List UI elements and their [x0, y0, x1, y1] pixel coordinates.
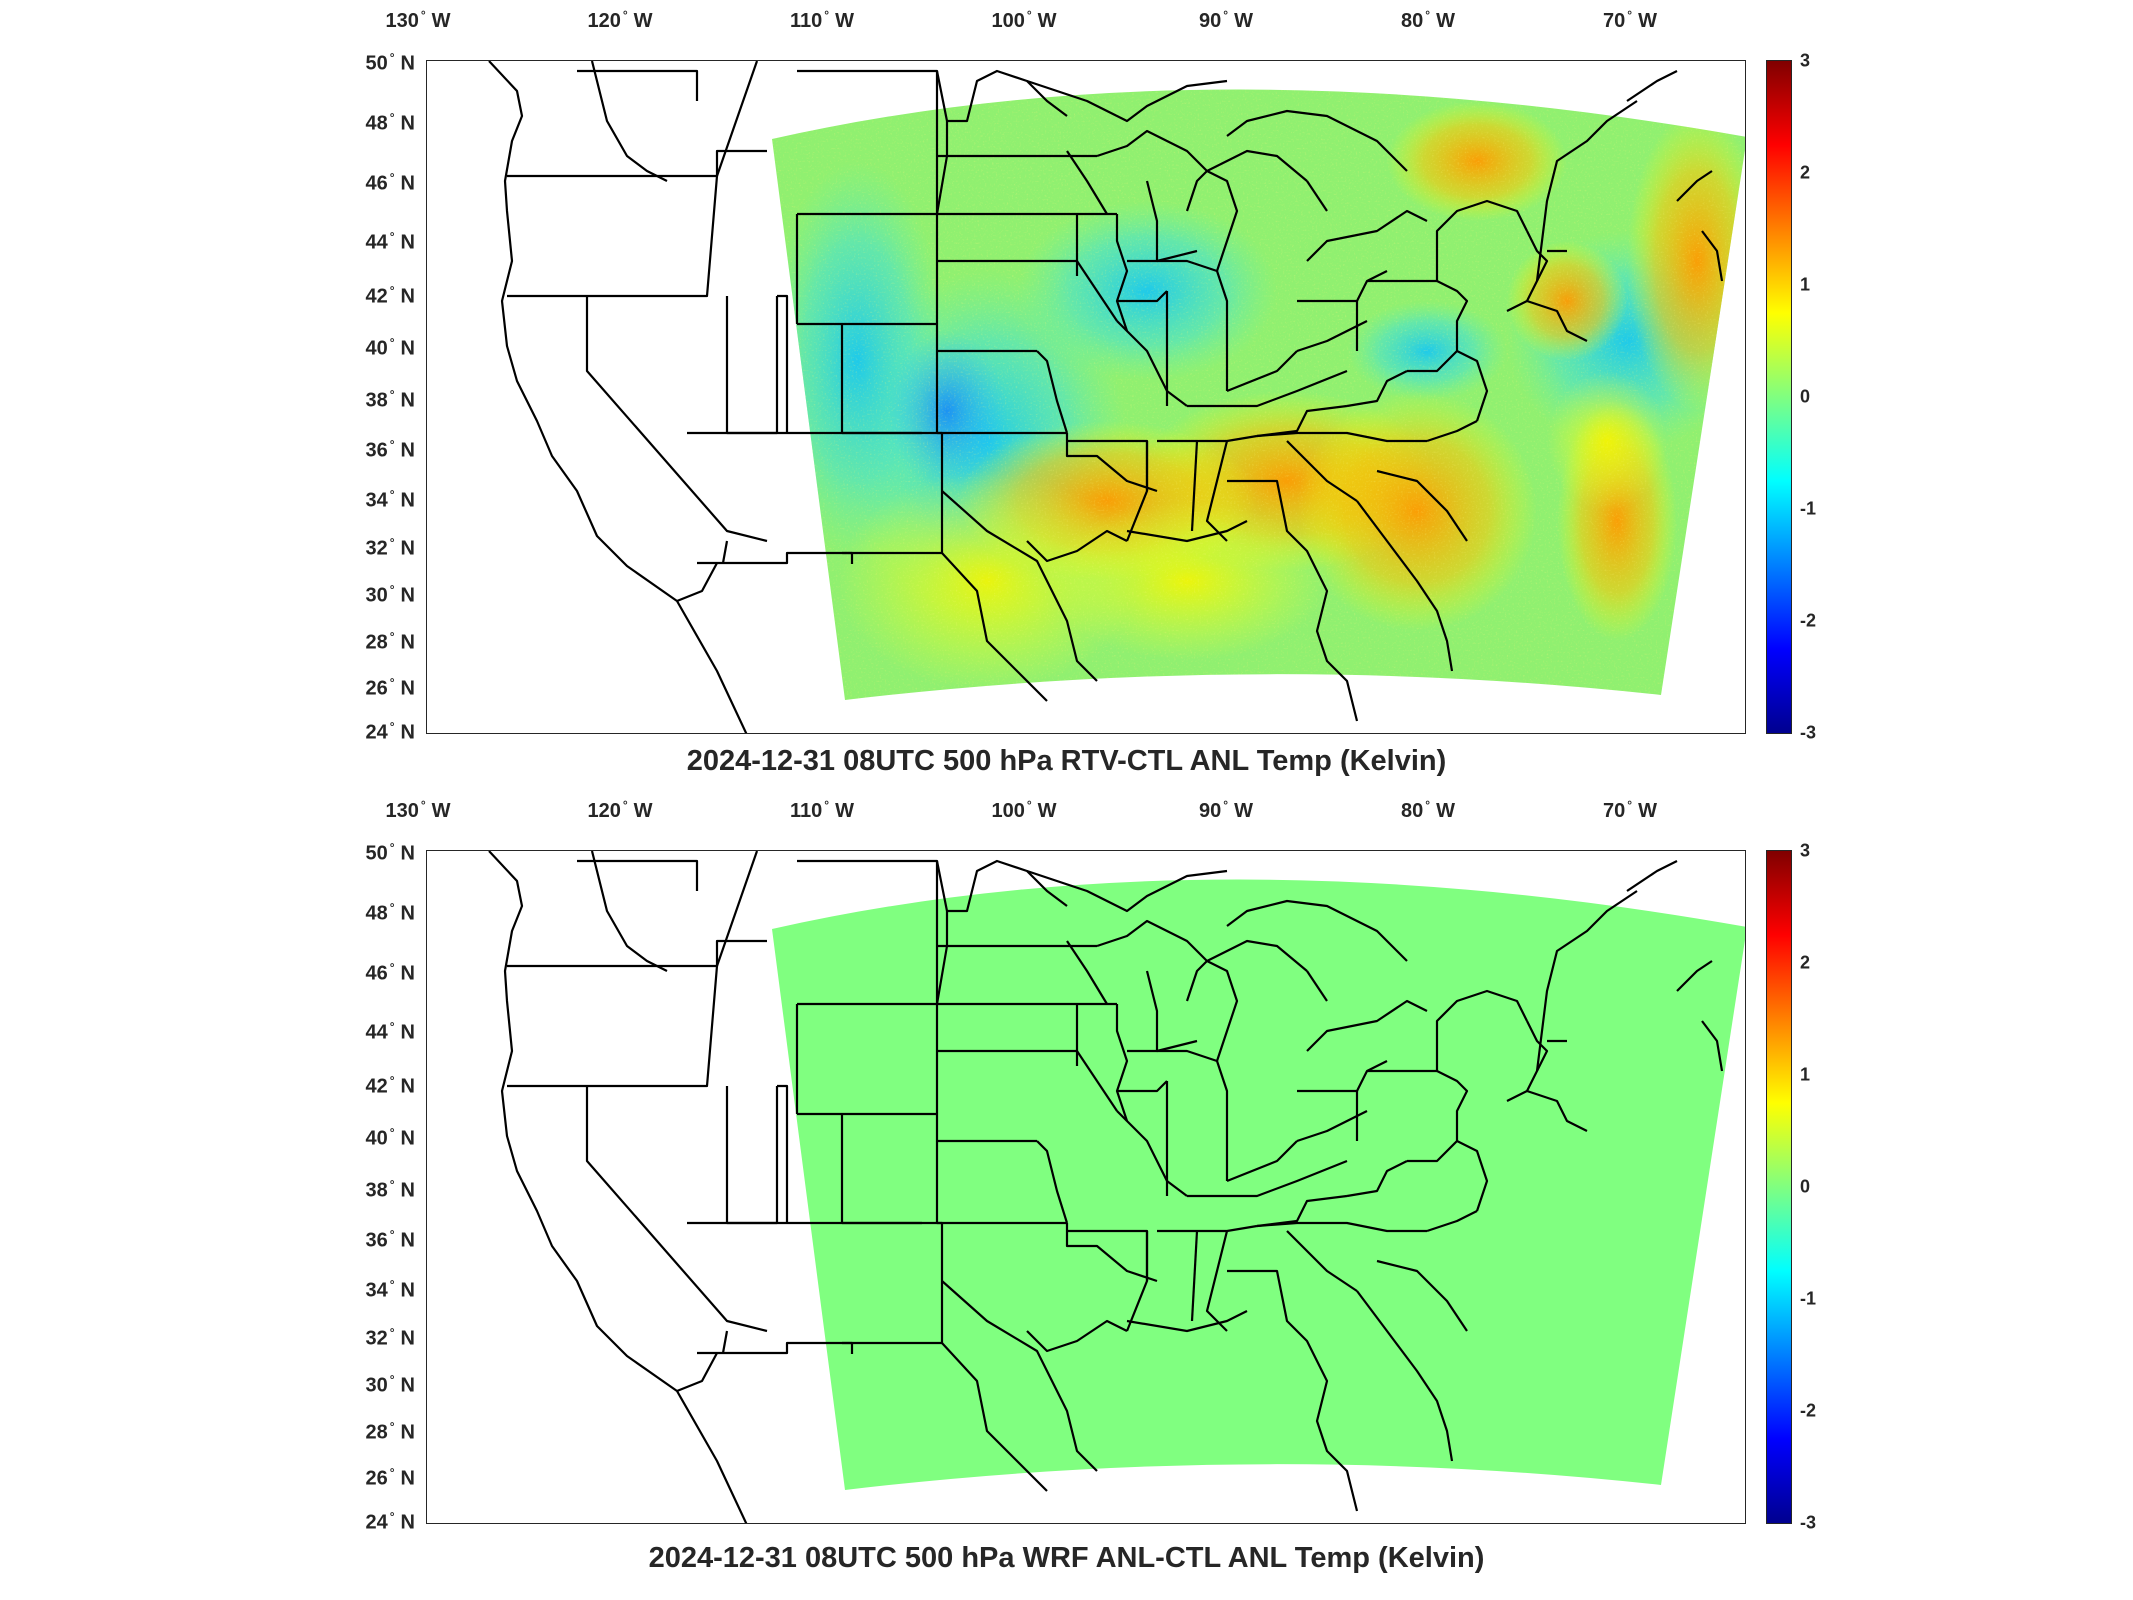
colorbar-tick: -3 — [1800, 1512, 1817, 1533]
lon-tick: 100 ° W — [991, 8, 1057, 32]
lon-tick: 100 ° W — [991, 798, 1057, 822]
bottom-anomaly-field — [772, 879, 1745, 1490]
colorbar-tick: 0 — [1800, 386, 1811, 407]
lon-tick: 110 ° W — [790, 798, 854, 822]
bottom-colorbar — [1766, 850, 1792, 1524]
lat-tick: 26 ° N — [365, 675, 415, 700]
colorbar-tick: -1 — [1800, 1288, 1817, 1309]
lon-tick: 70 ° W — [1603, 8, 1657, 32]
top-map-title: 2024-12-31 08UTC 500 hPa RTV-CTL ANL Tem… — [686, 745, 1447, 777]
lon-tick: 130 ° W — [385, 8, 451, 32]
bottom-map-frame — [426, 850, 1746, 1524]
lat-tick: 32 ° N — [365, 535, 415, 560]
top-map-panel: 130 ° W 120 ° W 110 ° W 100 ° W 90 ° W 80 ° W 70 ° W 5… — [0, 0, 2133, 790]
bottom-map-boundaries — [488, 851, 1724, 1523]
lat-tick: 40 ° N — [365, 335, 415, 360]
lat-tick: 34 ° N — [365, 487, 415, 512]
colorbar-tick: 1 — [1800, 1064, 1811, 1085]
colorbar-tick: -2 — [1800, 1400, 1817, 1421]
lat-tick: 24 ° N — [365, 1509, 415, 1534]
colorbar-tick: 2 — [1800, 952, 1811, 973]
colorbar-tick: 1 — [1800, 274, 1811, 295]
lat-tick: 48 ° N — [365, 900, 415, 925]
top-colorbar — [1766, 60, 1792, 734]
lon-tick: 70 ° W — [1603, 798, 1657, 822]
colorbar-tick: 3 — [1800, 840, 1811, 861]
lat-tick: 40 ° N — [365, 1125, 415, 1150]
top-anomaly-field — [772, 89, 1745, 700]
lon-tick: 130 ° W — [385, 798, 451, 822]
lon-tick: 80 ° W — [1401, 798, 1455, 822]
lat-tick: 34 ° N — [365, 1277, 415, 1302]
lat-tick: 30 ° N — [365, 1372, 415, 1397]
colorbar-tick: -1 — [1800, 498, 1817, 519]
lat-tick: 44 ° N — [365, 1019, 415, 1044]
lon-tick: 120 ° W — [587, 8, 653, 32]
colorbar-tick: 2 — [1800, 162, 1811, 183]
top-map-svg — [488, 61, 1745, 733]
lat-tick: 38 ° N — [365, 387, 415, 412]
lat-tick: 48 ° N — [365, 110, 415, 135]
colorbar-tick: -2 — [1800, 610, 1817, 631]
colorbar-tick: -3 — [1800, 722, 1817, 743]
top-map-frame — [426, 60, 1746, 734]
top-map-boundaries — [488, 61, 1724, 733]
lat-tick: 28 ° N — [365, 1419, 415, 1444]
lat-tick: 42 ° N — [365, 1073, 415, 1098]
lat-tick: 30 ° N — [365, 582, 415, 607]
lat-tick: 46 ° N — [365, 170, 415, 195]
colorbar-tick: 0 — [1800, 1176, 1811, 1197]
bottom-map-title: 2024-12-31 08UTC 500 hPa WRF ANL-CTL ANL… — [648, 1542, 1485, 1574]
lat-tick: 36 ° N — [365, 437, 415, 462]
lon-tick: 110 ° W — [790, 8, 854, 32]
colorbar-tick: 3 — [1800, 50, 1811, 71]
lat-tick: 42 ° N — [365, 283, 415, 308]
lat-tick: 50 ° N — [365, 50, 415, 75]
lat-tick: 28 ° N — [365, 629, 415, 654]
lon-tick: 80 ° W — [1401, 8, 1455, 32]
lat-tick: 50 ° N — [365, 840, 415, 865]
lon-tick: 120 ° W — [587, 798, 653, 822]
lat-tick: 46 ° N — [365, 960, 415, 985]
bottom-map-panel: 130 ° W 120 ° W 110 ° W 100 ° W 90 ° W 80 ° W 70 ° W 5… — [0, 790, 2133, 1600]
lat-tick: 44 ° N — [365, 229, 415, 254]
lon-tick: 90 ° W — [1199, 8, 1253, 32]
lat-tick: 36 ° N — [365, 1227, 415, 1252]
lat-tick: 38 ° N — [365, 1177, 415, 1202]
lat-tick: 32 ° N — [365, 1325, 415, 1350]
bottom-map-svg — [488, 851, 1745, 1523]
lon-tick: 90 ° W — [1199, 798, 1253, 822]
lat-tick: 26 ° N — [365, 1465, 415, 1490]
lat-tick: 24 ° N — [365, 719, 415, 744]
